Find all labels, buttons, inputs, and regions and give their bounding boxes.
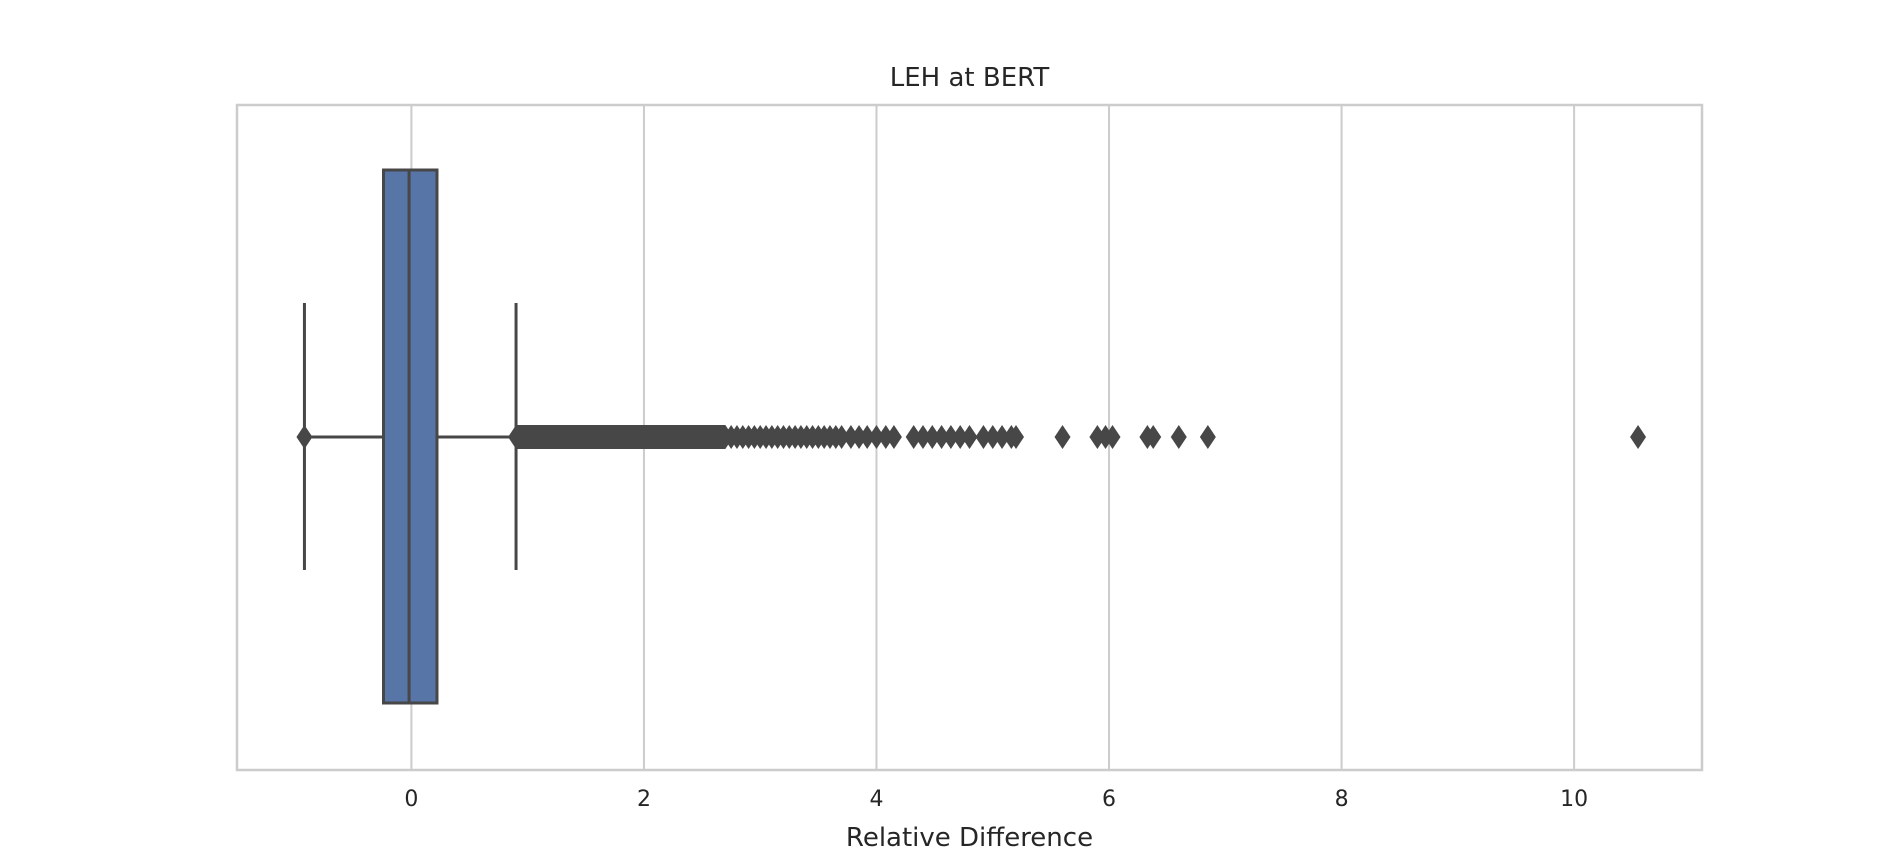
outlier-point xyxy=(851,425,868,449)
outlier-point xyxy=(1199,425,1216,449)
x-tick-label: 4 xyxy=(869,787,883,812)
plot-frame xyxy=(235,103,1704,772)
outlier-point xyxy=(994,425,1011,449)
x-axis-label: Relative Difference xyxy=(846,823,1093,853)
boxplot-marks xyxy=(296,168,1647,705)
x-tick-label: 8 xyxy=(1335,787,1349,812)
outlier-point xyxy=(842,425,859,449)
outlier-point xyxy=(942,425,959,449)
outlier-point xyxy=(933,425,950,449)
outlier-point xyxy=(961,425,978,449)
outlier-point xyxy=(859,425,876,449)
outlier-point xyxy=(868,425,885,449)
outlier-point xyxy=(1089,425,1106,449)
outlier-band xyxy=(508,425,734,449)
outlier-point xyxy=(952,425,969,449)
outlier-point xyxy=(1104,425,1121,449)
outlier-point xyxy=(914,425,931,449)
outlier-point xyxy=(1054,425,1071,449)
outlier-point xyxy=(1145,425,1162,449)
outlier-point xyxy=(1630,425,1647,449)
x-tick-labels: 0 2 4 6 8 10 xyxy=(404,787,1588,812)
outlier-point xyxy=(975,425,992,449)
chart-title: LEH at BERT xyxy=(890,63,1050,93)
x-tick-label: 0 xyxy=(404,787,418,812)
outlier-point xyxy=(1008,425,1025,449)
x-tick-label: 2 xyxy=(637,787,651,812)
outlier-point xyxy=(877,425,894,449)
outlier-point xyxy=(1170,425,1187,449)
outlier-point xyxy=(984,425,1001,449)
outlier-point xyxy=(296,425,313,449)
outlier-point xyxy=(905,425,922,449)
outlier-point xyxy=(924,425,941,449)
outlier-point xyxy=(885,425,902,449)
x-tick-label: 6 xyxy=(1102,787,1116,812)
outlier-point xyxy=(833,425,850,449)
x-tick-label: 10 xyxy=(1560,787,1588,812)
